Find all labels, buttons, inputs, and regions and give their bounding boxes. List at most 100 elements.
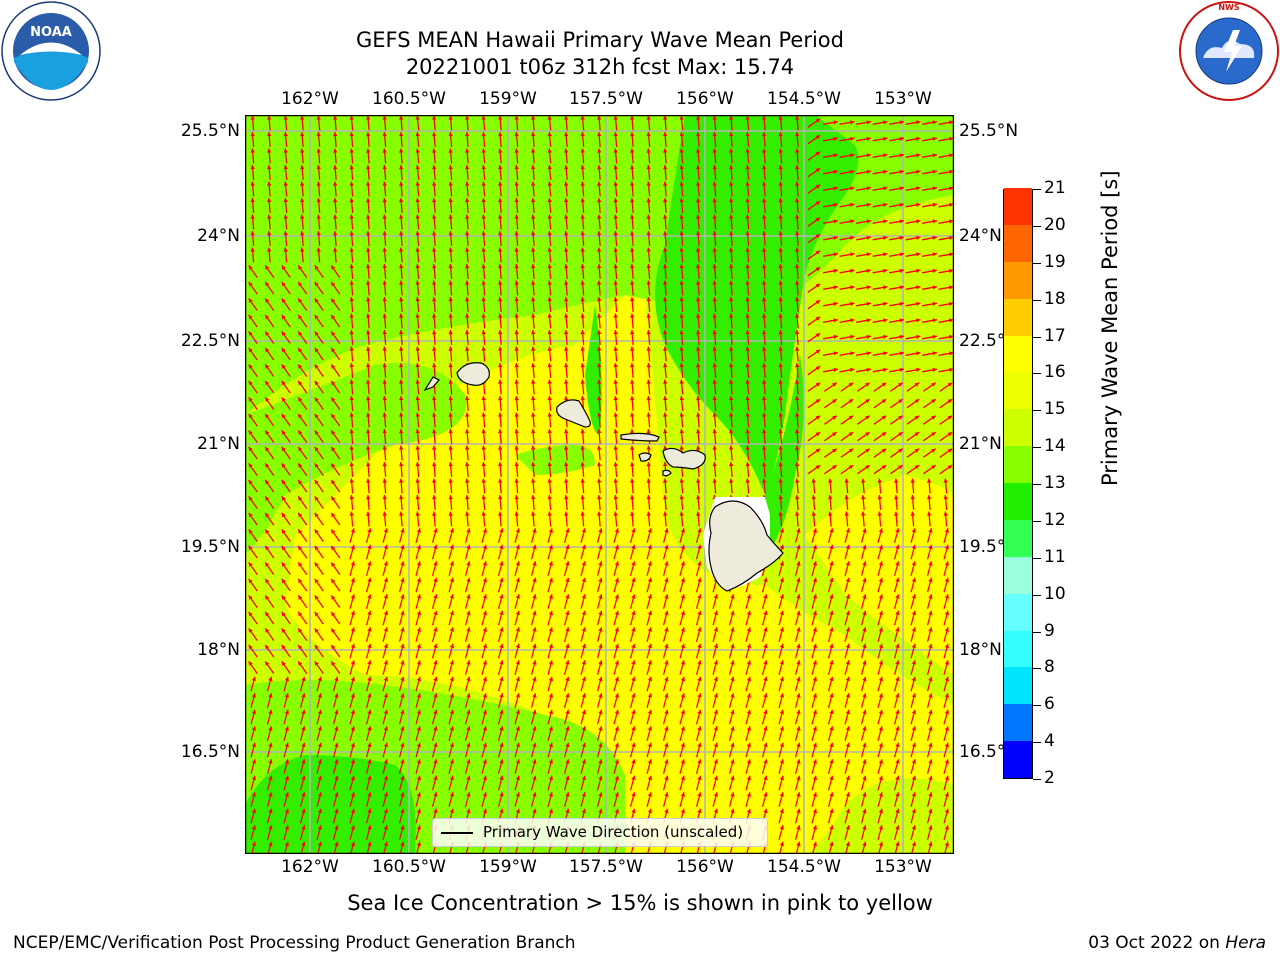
direction-arrow-head <box>580 478 585 483</box>
direction-arrow-head <box>499 544 504 550</box>
direction-arrow-head <box>565 627 570 632</box>
direction-arrow-head <box>878 643 884 649</box>
chart-subtitle: 20221001 t06z 312h fcst Max: 15.74 <box>405 55 795 79</box>
direction-arrow-head <box>564 297 569 302</box>
y-tick-left: 21°N <box>197 434 240 454</box>
direction-arrow-head <box>878 660 884 665</box>
direction-arrow-head <box>895 528 900 533</box>
direction-arrow-head <box>565 528 570 533</box>
direction-arrow-head <box>382 231 387 236</box>
direction-arrow-head <box>778 313 783 318</box>
direction-arrow-head <box>300 231 305 236</box>
direction-arrow-head <box>730 775 735 781</box>
direction-arrow-head <box>850 219 855 224</box>
direction-arrow-head <box>432 412 437 417</box>
direction-arrow-head <box>466 775 471 781</box>
direction-arrow-head <box>763 775 768 781</box>
direction-arrow-head <box>597 297 602 302</box>
direction-arrow-head <box>432 429 437 434</box>
direction-arrow-head <box>745 115 750 120</box>
direction-arrow-head <box>779 726 785 731</box>
direction-arrow-head <box>815 267 821 272</box>
direction-arrow-head <box>415 429 420 434</box>
direction-arrow-head <box>349 478 354 483</box>
direction-arrow-head <box>281 347 286 353</box>
direction-arrow-head <box>514 346 519 351</box>
direction-arrow-head <box>514 429 519 434</box>
direction-arrow-head <box>833 235 838 241</box>
direction-arrow-head <box>845 742 851 748</box>
direction-arrow-head <box>862 825 867 830</box>
direction-arrow-head <box>762 396 767 401</box>
direction-arrow-head <box>499 792 504 797</box>
direction-arrow-head <box>301 792 306 797</box>
direction-arrow-head <box>630 198 635 203</box>
direction-arrow-head <box>696 247 701 252</box>
direction-arrow-head <box>432 247 437 252</box>
direction-arrow-head <box>829 808 834 814</box>
direction-arrow-head <box>597 231 602 236</box>
direction-arrow-head <box>713 643 719 649</box>
direction-arrow-head <box>531 297 536 302</box>
direction-arrow-head <box>614 660 620 665</box>
direction-arrow-head <box>514 396 519 401</box>
direction-arrow-head <box>778 346 783 351</box>
direction-arrow-head <box>283 132 288 137</box>
direction-arrow-head <box>745 363 750 368</box>
wave-direction-arrows <box>248 115 954 857</box>
direction-arrow-head <box>647 544 653 550</box>
direction-arrow-head <box>448 429 453 434</box>
direction-arrow-head <box>416 577 422 583</box>
direction-arrow-head <box>680 561 686 566</box>
direction-arrow-head <box>498 462 503 467</box>
direction-arrow-head <box>631 660 636 665</box>
direction-arrow-head <box>730 726 735 731</box>
direction-arrow-head <box>630 379 635 384</box>
direction-arrow-head <box>679 379 684 384</box>
direction-arrow-head <box>366 280 371 285</box>
direction-arrow-head <box>416 775 422 781</box>
direction-arrow-head <box>316 115 321 120</box>
direction-arrow-head <box>331 281 336 287</box>
direction-arrow-head <box>314 644 319 650</box>
x-tick-top: 159°W <box>479 89 537 109</box>
direction-arrow-head <box>899 219 904 224</box>
colorbar-segment <box>1004 224 1032 262</box>
direction-arrow-head <box>647 693 653 698</box>
svg-text:NWS: NWS <box>1218 3 1240 12</box>
direction-arrow-head <box>779 759 785 764</box>
direction-arrow-head <box>696 115 701 120</box>
direction-arrow-head <box>515 808 521 814</box>
direction-arrow-head <box>515 726 521 731</box>
direction-arrow-head <box>730 610 735 616</box>
legend-line <box>441 832 473 834</box>
direction-arrow-head <box>916 169 921 175</box>
direction-arrow-head <box>795 346 800 351</box>
direction-arrow-head <box>382 445 387 450</box>
direction-arrow-head <box>631 544 636 550</box>
direction-arrow-head <box>314 562 319 567</box>
direction-arrow-head <box>680 627 686 632</box>
direction-arrow-head <box>778 363 783 368</box>
direction-arrow-head <box>613 247 618 252</box>
direction-arrow-head <box>383 610 389 616</box>
direction-arrow-head <box>762 165 767 170</box>
direction-arrow-head <box>433 676 438 682</box>
field-12-13-ne2 <box>765 355 804 555</box>
direction-arrow-head <box>862 643 867 649</box>
field-13-14-w <box>245 363 467 555</box>
direction-arrow-head <box>515 643 521 649</box>
direction-arrow-head <box>331 644 336 650</box>
direction-arrow-head <box>679 148 684 153</box>
direction-arrow-head <box>465 297 470 302</box>
direction-arrow-head <box>265 595 270 600</box>
direction-arrow-head <box>281 265 286 270</box>
direction-arrow-head <box>899 235 904 241</box>
direction-arrow-head <box>548 610 554 616</box>
y-tick-right: 25.5°N <box>959 121 1019 141</box>
direction-arrow-head <box>696 412 701 417</box>
direction-arrow-head <box>482 709 488 715</box>
direction-arrow-head <box>845 627 851 632</box>
direction-arrow-head <box>829 792 834 797</box>
direction-arrow-head <box>898 382 903 387</box>
